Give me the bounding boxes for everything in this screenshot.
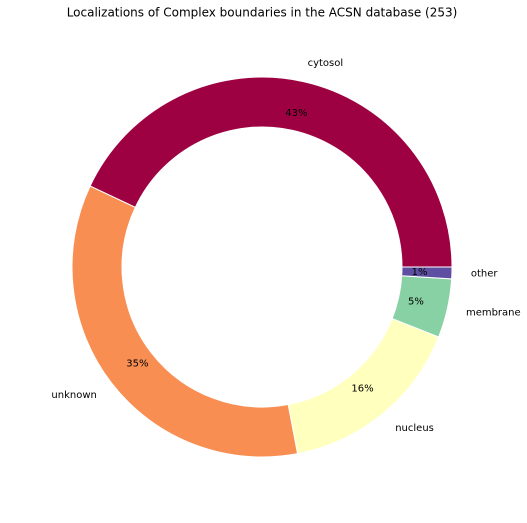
wedge-label: nucleus [395, 423, 434, 434]
wedge-label: other [471, 269, 499, 280]
wedge-label: cytosol [308, 58, 344, 69]
wedge [401, 266, 453, 280]
value-label: 5% [408, 296, 424, 307]
value-label: 35% [126, 359, 148, 370]
wedge-label: membrane [466, 308, 521, 319]
value-label: 43% [285, 108, 307, 119]
wedge [89, 76, 453, 268]
value-label: 1% [412, 267, 428, 278]
wedge-label: unknown [51, 390, 96, 401]
value-label: 16% [351, 384, 373, 395]
wedge [71, 185, 299, 458]
chart-title: Localizations of Complex boundaries in t… [67, 6, 458, 20]
